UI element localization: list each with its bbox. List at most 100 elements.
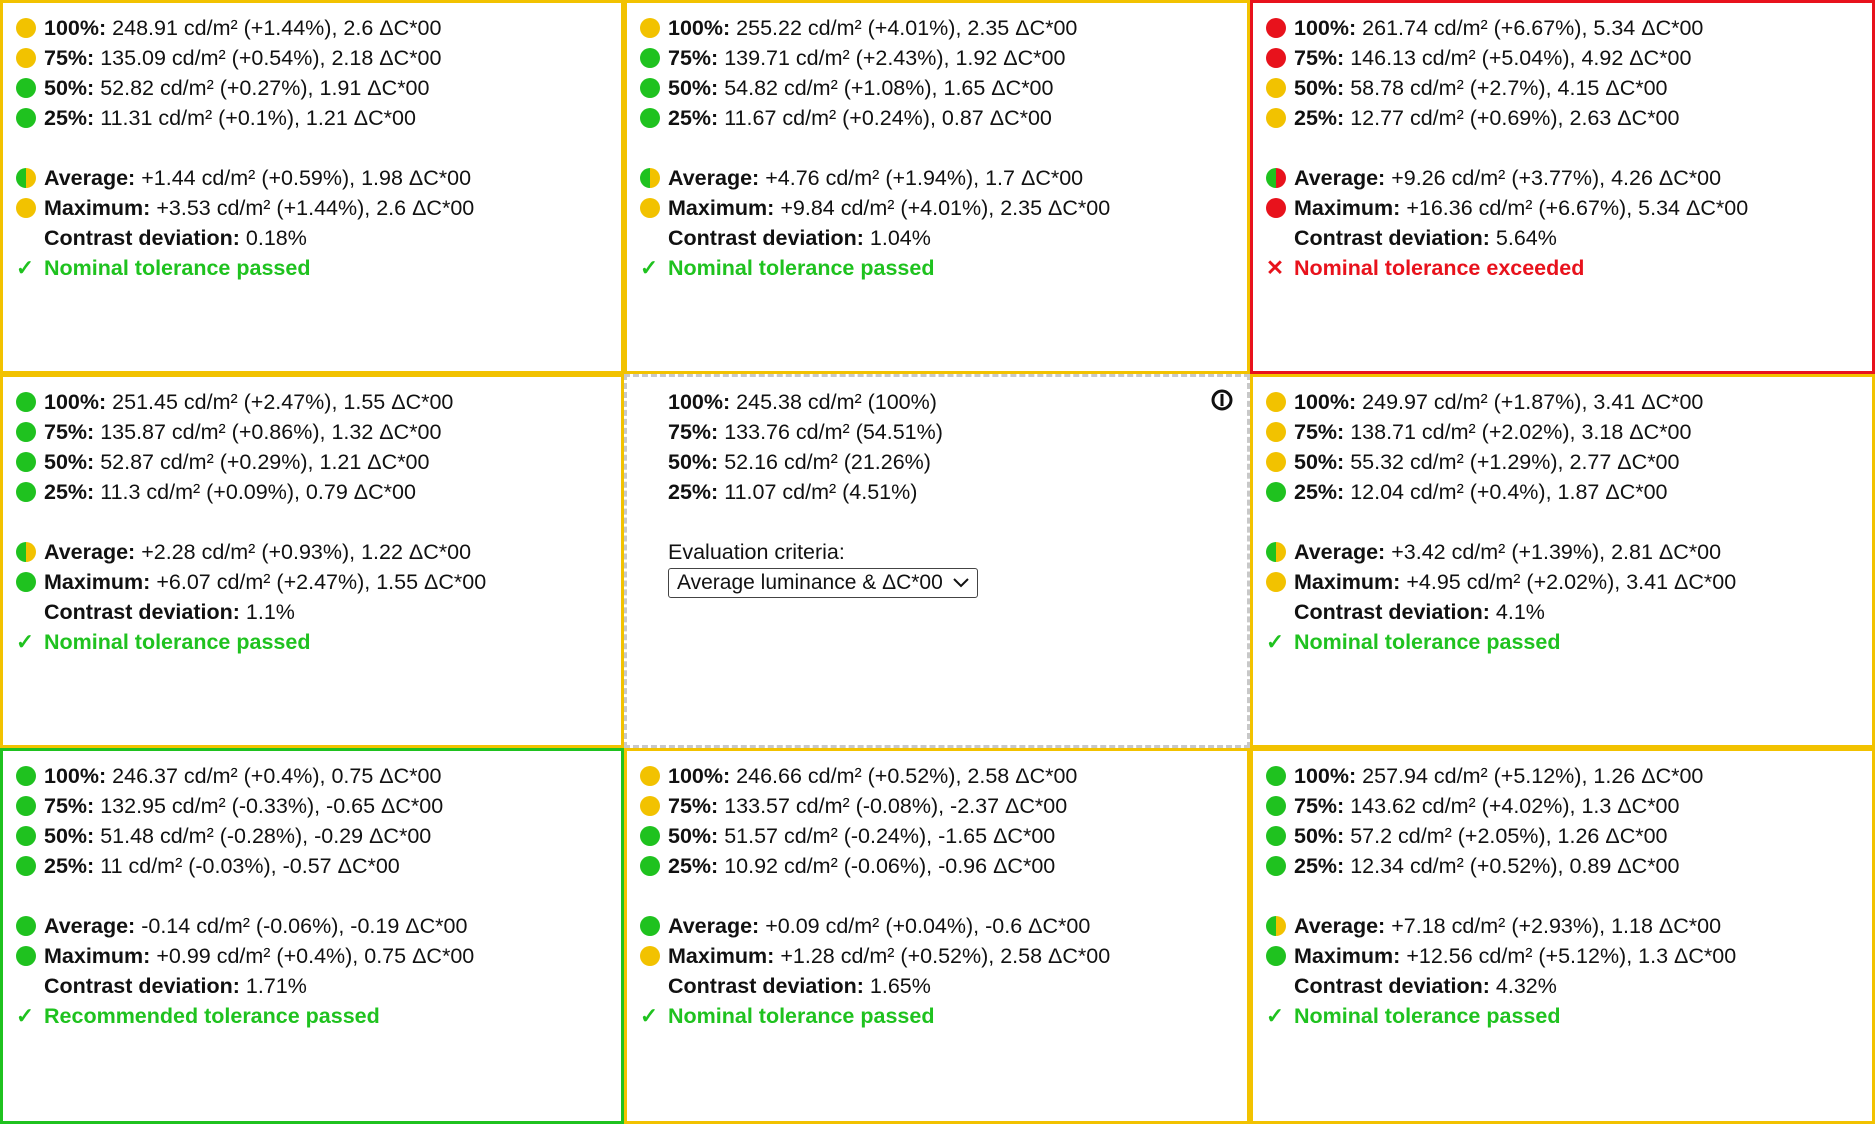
row-75: 75%: 135.09 cd/m² (+0.54%), 2.18 ΔC*00 (16, 43, 621, 73)
average-value: +0.09 cd/m² (+0.04%), -0.6 ΔC*00 (765, 914, 1091, 938)
maximum-row: Maximum: +4.95 cd/m² (+2.02%), 3.41 ΔC*00 (1266, 567, 1872, 597)
contrast-label: Contrast deviation: (1294, 226, 1490, 250)
row-value: 132.95 cd/m² (-0.33%), -0.65 ΔC*00 (100, 794, 444, 818)
row-label: 50%: (1294, 76, 1345, 100)
row-label: 25%: (668, 480, 719, 504)
tolerance-text: Nominal tolerance passed (668, 256, 935, 280)
status-dot-yellow (1266, 108, 1286, 128)
average-row: Average: +1.44 cd/m² (+0.59%), 1.98 ΔC*00 (16, 163, 621, 193)
row-25: 25%: 10.92 cd/m² (-0.06%), -0.96 ΔC*00 (640, 851, 1247, 881)
tolerance-text: Nominal tolerance passed (1294, 630, 1561, 654)
row-value: 57.2 cd/m² (+2.05%), 1.26 ΔC*00 (1350, 824, 1668, 848)
status-dot-green (16, 422, 36, 442)
status-dot-yellow (1266, 392, 1286, 412)
row-100: 100%: 246.37 cd/m² (+0.4%), 0.75 ΔC*00 (16, 761, 621, 791)
row-label: 75%: (668, 420, 719, 444)
row-25: 25%: 11 cd/m² (-0.03%), -0.57 ΔC*00 (16, 851, 621, 881)
row-25: 25%: 11.07 cd/m² (4.51%) (640, 477, 1247, 507)
tolerance-text: Nominal tolerance passed (44, 630, 311, 654)
average-label: Average: (668, 914, 760, 938)
status-dot-green (640, 826, 660, 846)
check-icon: ✓ (640, 256, 659, 280)
uniformity-cell-bottom-center: 100%: 246.66 cd/m² (+0.52%), 2.58 ΔC*00 7… (624, 748, 1250, 1124)
row-label: 50%: (668, 824, 719, 848)
row-label: 50%: (1294, 824, 1345, 848)
row-100: 100%: 249.97 cd/m² (+1.87%), 3.41 ΔC*00 (1266, 387, 1872, 417)
contrast-row: Contrast deviation: 1.04% (640, 223, 1247, 253)
row-value: 261.74 cd/m² (+6.67%), 5.34 ΔC*00 (1362, 16, 1704, 40)
evaluation-criteria-select[interactable]: Average luminance & ΔC*00 (668, 568, 978, 598)
evaluation-criteria-value: Average luminance & ΔC*00 (677, 571, 943, 594)
contrast-row: Contrast deviation: 4.32% (1266, 971, 1872, 1001)
status-dot-green (16, 916, 36, 936)
row-label: 75%: (44, 420, 95, 444)
maximum-label: Maximum: (44, 570, 151, 594)
row-25: 25%: 12.77 cd/m² (+0.69%), 2.63 ΔC*00 (1266, 103, 1872, 133)
row-value: 11.67 cd/m² (+0.24%), 0.87 ΔC*00 (724, 106, 1052, 130)
uniformity-cell-top-center: 100%: 255.22 cd/m² (+4.01%), 2.35 ΔC*00 7… (624, 0, 1250, 374)
row-value: 133.76 cd/m² (54.51%) (724, 420, 943, 444)
status-dot-green (16, 392, 36, 412)
row-label: 75%: (1294, 420, 1345, 444)
row-label: 100%: (44, 764, 107, 788)
maximum-label: Maximum: (44, 196, 151, 220)
maximum-label: Maximum: (1294, 570, 1401, 594)
contrast-label: Contrast deviation: (44, 974, 240, 998)
row-50: 50%: 51.57 cd/m² (-0.24%), -1.65 ΔC*00 (640, 821, 1247, 851)
uniformity-cell-center-reference: 100%: 245.38 cd/m² (100%) 75%: 133.76 cd/m… (624, 374, 1250, 748)
tolerance-result: ✓ Nominal tolerance passed (16, 253, 621, 283)
row-label: 50%: (44, 824, 95, 848)
uniformity-cell-top-right: 100%: 261.74 cd/m² (+6.67%), 5.34 ΔC*00 7… (1250, 0, 1875, 374)
row-label: 50%: (44, 76, 95, 100)
row-value: 245.38 cd/m² (100%) (736, 390, 937, 414)
row-label: 25%: (44, 854, 95, 878)
average-value: +4.76 cd/m² (+1.94%), 1.7 ΔC*00 (765, 166, 1084, 190)
status-dot-yellow (1266, 78, 1286, 98)
average-value: +3.42 cd/m² (+1.39%), 2.81 ΔC*00 (1391, 540, 1722, 564)
contrast-row: Contrast deviation: 0.18% (16, 223, 621, 253)
maximum-label: Maximum: (668, 196, 775, 220)
tolerance-result: ✓ Nominal tolerance passed (1266, 627, 1872, 657)
uniformity-cell-middle-left: 100%: 251.45 cd/m² (+2.47%), 1.55 ΔC*00 7… (0, 374, 624, 748)
row-100: 100%: 257.94 cd/m² (+5.12%), 1.26 ΔC*00 (1266, 761, 1872, 791)
row-50: 50%: 55.32 cd/m² (+1.29%), 2.77 ΔC*00 (1266, 447, 1872, 477)
row-value: 11.07 cd/m² (4.51%) (724, 480, 918, 504)
average-row: Average: +0.09 cd/m² (+0.04%), -0.6 ΔC*00 (640, 911, 1247, 941)
status-dot-green (16, 572, 36, 592)
row-75: 75%: 139.71 cd/m² (+2.43%), 1.92 ΔC*00 (640, 43, 1247, 73)
uniformity-cell-middle-right: 100%: 249.97 cd/m² (+1.87%), 3.41 ΔC*00 7… (1250, 374, 1875, 748)
status-dot-half-green-yellow (16, 168, 36, 188)
row-label: 75%: (668, 46, 719, 70)
row-50: 50%: 54.82 cd/m² (+1.08%), 1.65 ΔC*00 (640, 73, 1247, 103)
maximum-value: +0.99 cd/m² (+0.4%), 0.75 ΔC*00 (156, 944, 475, 968)
status-dot-green (640, 856, 660, 876)
row-label: 50%: (44, 450, 95, 474)
status-dot-green (640, 78, 660, 98)
contrast-value: 1.65% (869, 974, 931, 998)
uniformity-cell-top-left: 100%: 248.91 cd/m² (+1.44%), 2.6 ΔC*00 75… (0, 0, 624, 374)
check-icon: ✓ (16, 1004, 35, 1028)
maximum-row: Maximum: +0.99 cd/m² (+0.4%), 0.75 ΔC*00 (16, 941, 621, 971)
contrast-label: Contrast deviation: (44, 600, 240, 624)
average-label: Average: (1294, 914, 1386, 938)
maximum-value: +1.28 cd/m² (+0.52%), 2.58 ΔC*00 (780, 944, 1111, 968)
row-25: 25%: 12.04 cd/m² (+0.4%), 1.87 ΔC*00 (1266, 477, 1872, 507)
row-100: 100%: 251.45 cd/m² (+2.47%), 1.55 ΔC*00 (16, 387, 621, 417)
contrast-value: 5.64% (1495, 226, 1557, 250)
row-value: 143.62 cd/m² (+4.02%), 1.3 ΔC*00 (1350, 794, 1680, 818)
maximum-row: Maximum: +16.36 cd/m² (+6.67%), 5.34 ΔC*0… (1266, 193, 1872, 223)
row-value: 54.82 cd/m² (+1.08%), 1.65 ΔC*00 (724, 76, 1054, 100)
status-dot-green (1266, 796, 1286, 816)
contrast-value: 4.1% (1495, 600, 1545, 624)
row-label: 75%: (44, 46, 95, 70)
row-value: 249.97 cd/m² (+1.87%), 3.41 ΔC*00 (1362, 390, 1704, 414)
tolerance-result: ✓ Recommended tolerance passed (16, 1001, 621, 1031)
row-value: 52.82 cd/m² (+0.27%), 1.91 ΔC*00 (100, 76, 430, 100)
maximum-label: Maximum: (1294, 944, 1401, 968)
average-value: +7.18 cd/m² (+2.93%), 1.18 ΔC*00 (1391, 914, 1722, 938)
maximum-row: Maximum: +1.28 cd/m² (+0.52%), 2.58 ΔC*00 (640, 941, 1247, 971)
check-icon: ✓ (1266, 1004, 1285, 1028)
row-25: 25%: 11.3 cd/m² (+0.09%), 0.79 ΔC*00 (16, 477, 621, 507)
row-value: 135.87 cd/m² (+0.86%), 1.32 ΔC*00 (100, 420, 442, 444)
